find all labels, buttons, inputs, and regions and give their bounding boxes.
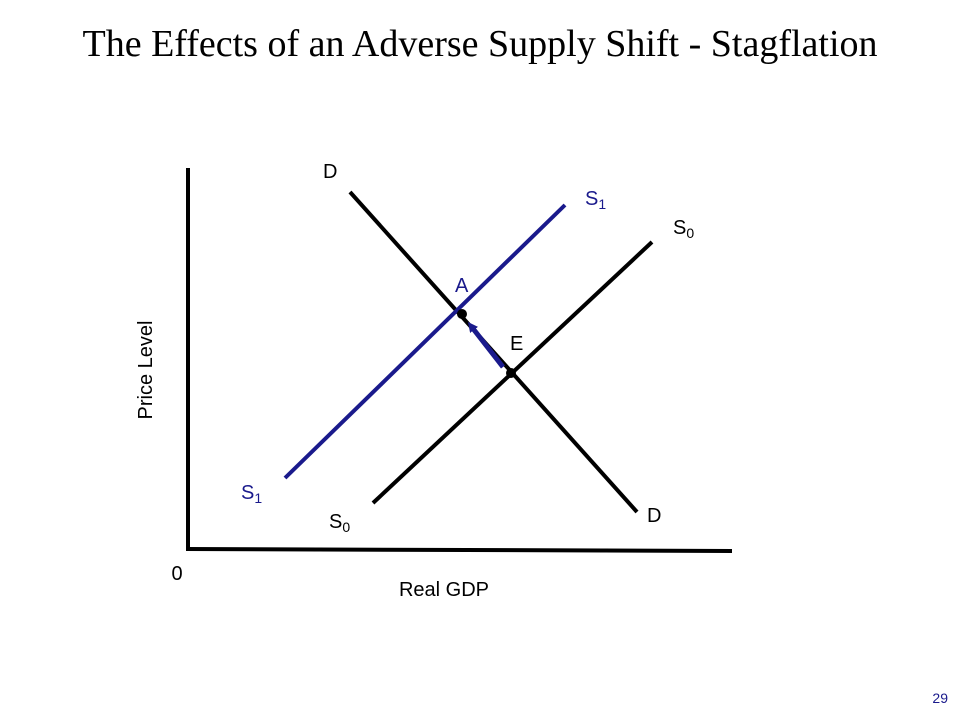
point-e-label: E	[510, 333, 523, 355]
supply-new-subscript: 1	[598, 196, 606, 212]
supply-new-subscript: 1	[254, 490, 262, 506]
equilibrium-point-initial	[506, 368, 516, 378]
supply-initial-subscript: 0	[342, 519, 350, 535]
equilibrium-point-new	[457, 309, 467, 319]
x-axis-label: Real GDP	[399, 579, 489, 601]
supply-new-letter: S	[241, 482, 254, 504]
slide-title: The Effects of an Adverse Supply Shift -…	[82, 23, 878, 65]
supply-initial-letter: S	[329, 511, 342, 533]
supply-initial-label-top: S0	[673, 217, 694, 241]
point-a-label: A	[455, 275, 469, 297]
supply-new-letter: S	[585, 188, 598, 210]
demand-label-bottom: D	[647, 505, 661, 527]
shift-arrow	[467, 322, 505, 369]
y-axis-label: Price Level	[135, 321, 157, 420]
page-number: 29	[932, 690, 948, 706]
demand-label-top: D	[323, 161, 337, 183]
supply-new-label-bottom: S1	[241, 482, 262, 506]
supply-initial-letter: S	[673, 217, 686, 239]
origin-label: 0	[171, 563, 182, 585]
x-axis	[185, 547, 733, 553]
supply-initial-subscript: 0	[686, 225, 694, 241]
supply-new-label-top: S1	[585, 188, 606, 212]
supply-curve-new	[283, 203, 567, 480]
supply-initial-label-bottom: S0	[329, 511, 350, 535]
